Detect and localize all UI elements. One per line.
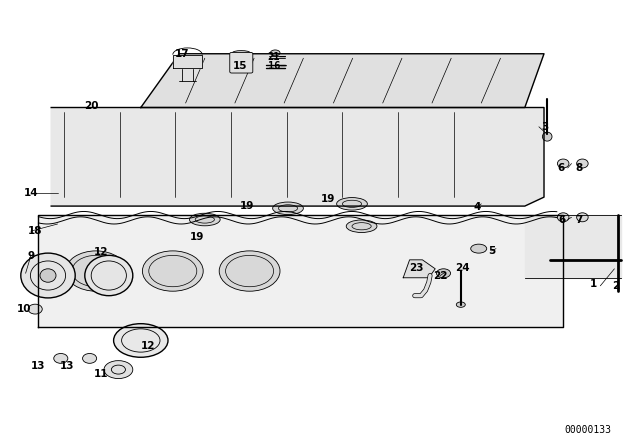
Polygon shape bbox=[38, 215, 563, 327]
Ellipse shape bbox=[471, 244, 487, 253]
Text: 19: 19 bbox=[240, 201, 254, 211]
Text: 18: 18 bbox=[28, 226, 42, 236]
Polygon shape bbox=[525, 215, 621, 278]
Polygon shape bbox=[173, 55, 202, 68]
Text: 00000133: 00000133 bbox=[564, 425, 611, 435]
Ellipse shape bbox=[557, 213, 569, 222]
Text: 5: 5 bbox=[488, 246, 495, 256]
Ellipse shape bbox=[577, 159, 588, 168]
Text: 14: 14 bbox=[24, 188, 38, 198]
Ellipse shape bbox=[219, 251, 280, 291]
Ellipse shape bbox=[104, 361, 133, 379]
Text: 7: 7 bbox=[575, 215, 582, 224]
Text: 2: 2 bbox=[612, 281, 620, 291]
Ellipse shape bbox=[189, 213, 220, 226]
Ellipse shape bbox=[557, 159, 569, 168]
Ellipse shape bbox=[577, 213, 588, 222]
Text: 9: 9 bbox=[27, 251, 35, 261]
Ellipse shape bbox=[456, 302, 465, 307]
FancyBboxPatch shape bbox=[230, 52, 253, 73]
Text: 19: 19 bbox=[321, 194, 335, 204]
Ellipse shape bbox=[40, 269, 56, 282]
Text: 1: 1 bbox=[590, 280, 598, 289]
Text: 8: 8 bbox=[575, 163, 582, 173]
Text: 15: 15 bbox=[233, 61, 247, 71]
Text: 11: 11 bbox=[94, 369, 108, 379]
Ellipse shape bbox=[65, 251, 127, 291]
Ellipse shape bbox=[28, 304, 42, 314]
Polygon shape bbox=[51, 108, 544, 206]
Text: 13: 13 bbox=[31, 362, 45, 371]
Text: 22: 22 bbox=[433, 271, 447, 280]
Ellipse shape bbox=[273, 202, 303, 215]
Text: 13: 13 bbox=[60, 362, 74, 371]
Text: 3: 3 bbox=[541, 122, 549, 132]
Ellipse shape bbox=[85, 255, 133, 296]
Text: 12: 12 bbox=[141, 341, 156, 351]
Text: 10: 10 bbox=[17, 304, 31, 314]
Text: 20: 20 bbox=[84, 101, 98, 111]
Ellipse shape bbox=[270, 50, 280, 56]
Ellipse shape bbox=[436, 269, 451, 278]
Ellipse shape bbox=[232, 51, 250, 55]
Text: 21–: 21– bbox=[268, 52, 286, 62]
Text: 12: 12 bbox=[94, 247, 108, 257]
Ellipse shape bbox=[114, 323, 168, 358]
Ellipse shape bbox=[54, 353, 68, 363]
Text: 4: 4 bbox=[473, 202, 481, 212]
Polygon shape bbox=[403, 260, 435, 278]
Text: 17: 17 bbox=[175, 49, 189, 59]
Ellipse shape bbox=[543, 132, 552, 141]
Text: 19: 19 bbox=[190, 233, 204, 242]
Text: 23: 23 bbox=[409, 263, 423, 273]
Ellipse shape bbox=[83, 353, 97, 363]
Text: 24: 24 bbox=[455, 263, 469, 273]
Ellipse shape bbox=[20, 253, 76, 298]
Ellipse shape bbox=[346, 220, 377, 233]
Ellipse shape bbox=[143, 251, 204, 291]
Text: 16–: 16– bbox=[268, 61, 286, 71]
Text: 6: 6 bbox=[557, 163, 565, 173]
Polygon shape bbox=[141, 54, 544, 108]
Ellipse shape bbox=[337, 198, 367, 210]
Text: 6: 6 bbox=[558, 215, 566, 224]
